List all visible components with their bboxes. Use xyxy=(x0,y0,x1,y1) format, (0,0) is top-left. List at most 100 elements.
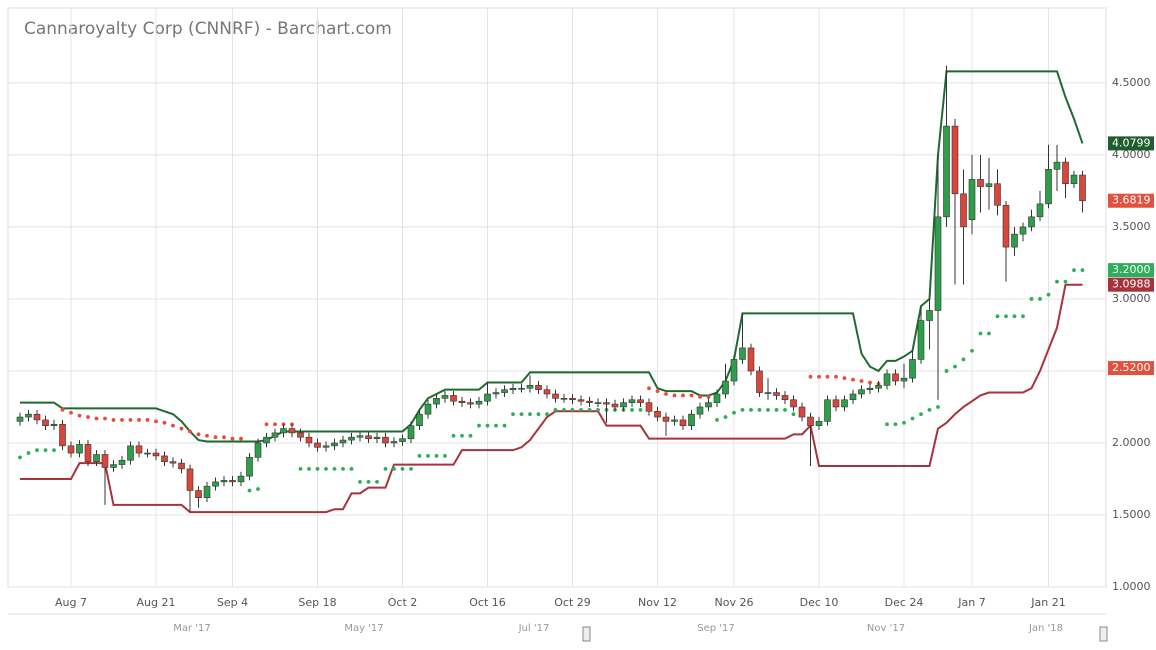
candle-body xyxy=(467,402,474,405)
sar-dot xyxy=(128,418,133,422)
candle-body xyxy=(331,442,338,447)
price-label: 2.5200 xyxy=(1112,361,1151,374)
candle-body xyxy=(50,423,58,426)
candle-body xyxy=(883,373,891,386)
candle-body xyxy=(25,413,32,418)
sar-dot xyxy=(919,412,923,417)
candle-body xyxy=(917,320,925,360)
candle-body xyxy=(790,399,797,408)
candle-body xyxy=(552,393,559,399)
candle-body xyxy=(628,399,636,403)
candle-body xyxy=(832,399,840,408)
sar-dot xyxy=(851,377,855,382)
candle-body xyxy=(858,389,865,395)
candle-body xyxy=(135,445,143,454)
candle-body xyxy=(118,459,126,465)
sar-dot xyxy=(936,405,940,409)
candle-body xyxy=(560,398,568,400)
candle-body xyxy=(42,419,49,426)
candle-body xyxy=(926,310,933,321)
sar-dot xyxy=(18,455,22,460)
candle-body xyxy=(237,475,245,483)
candle-body xyxy=(747,347,755,372)
sar-dot xyxy=(732,410,736,415)
sar-dot xyxy=(400,466,405,471)
sar-dot xyxy=(1063,279,1068,284)
candle-body xyxy=(951,125,959,195)
sar-dot xyxy=(26,451,31,455)
candle-body xyxy=(968,179,976,221)
candle-body xyxy=(1011,233,1018,248)
x-tick-label: Sep 4 xyxy=(217,596,248,609)
sar-dot xyxy=(434,454,439,458)
candle-body xyxy=(229,480,236,483)
candle-body xyxy=(586,400,593,403)
sar-dot xyxy=(859,379,864,383)
sar-dot xyxy=(638,407,643,412)
candle-body xyxy=(441,395,449,399)
navigator-handle[interactable] xyxy=(1099,626,1108,642)
candle-body xyxy=(909,359,916,379)
lower-channel-line xyxy=(20,283,1083,514)
candle-body xyxy=(365,435,372,439)
x-tick-label: Jan 21 xyxy=(1030,596,1065,609)
sar-dot xyxy=(953,364,957,369)
sar-dot xyxy=(256,487,260,491)
candle-body xyxy=(1070,174,1078,185)
candle-body xyxy=(841,399,848,408)
x-tick-label: Nov 26 xyxy=(715,596,754,609)
sar-dot xyxy=(647,386,651,391)
candle-body xyxy=(1079,174,1086,202)
sar-dot xyxy=(1021,314,1025,319)
candle-body xyxy=(450,395,457,402)
sar-dot xyxy=(315,466,320,471)
candle-body xyxy=(356,435,364,438)
y-tick-label: 4.0000 xyxy=(1112,148,1151,161)
sar-dot xyxy=(689,393,694,398)
x-tick-label: Dec 10 xyxy=(800,596,839,609)
candle-body xyxy=(671,419,678,422)
sar-dot xyxy=(477,423,481,428)
candle-body xyxy=(67,445,75,454)
sar-dot xyxy=(120,418,124,422)
candle-body xyxy=(637,399,644,403)
candle-body xyxy=(773,392,780,396)
candle-body xyxy=(866,387,874,390)
sar-dot xyxy=(1012,314,1017,319)
sar-dot xyxy=(485,423,490,428)
sar-dot xyxy=(1055,279,1059,284)
sar-dot xyxy=(902,420,906,425)
candle-body xyxy=(705,402,712,408)
sar-dot xyxy=(791,412,796,417)
x-tick-label: Sep 18 xyxy=(298,596,336,609)
navigator-label: Mar '17 xyxy=(173,623,211,634)
candle-body xyxy=(960,193,967,228)
sar-dot xyxy=(553,407,558,412)
sar-dot xyxy=(196,432,201,437)
sar-dot xyxy=(94,416,99,421)
sar-dot xyxy=(324,466,328,471)
candle-body xyxy=(475,400,483,405)
sar-dot xyxy=(587,407,592,412)
candle-body xyxy=(535,385,542,390)
y-tick-label: 2.0000 xyxy=(1112,436,1151,449)
sar-dot xyxy=(868,380,872,385)
candle-body xyxy=(1053,161,1061,170)
sar-dot xyxy=(298,466,303,471)
sar-dot xyxy=(417,454,422,458)
sar-dot xyxy=(205,433,209,438)
navigator-handle[interactable] xyxy=(582,626,591,642)
sar-dot xyxy=(528,412,532,417)
sar-dot xyxy=(154,419,158,424)
candle-body xyxy=(501,389,508,393)
sar-dot xyxy=(460,433,464,438)
sar-dot xyxy=(1029,297,1034,301)
sar-dot xyxy=(511,412,515,417)
sar-dot xyxy=(426,454,430,458)
sar-dot xyxy=(222,435,226,440)
sar-dot xyxy=(596,407,600,412)
sar-dot xyxy=(1004,314,1008,319)
candle-body xyxy=(1036,203,1044,218)
candle-body xyxy=(985,183,993,187)
sar-dot xyxy=(358,479,362,484)
